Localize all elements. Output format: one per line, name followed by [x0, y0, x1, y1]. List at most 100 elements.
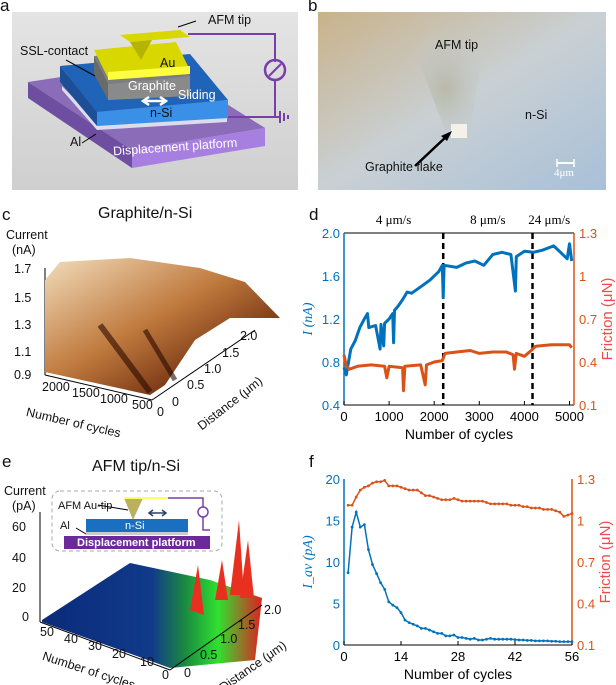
friction-point	[452, 496, 456, 500]
e-xtick: 20	[112, 647, 126, 661]
friction-point	[472, 499, 476, 503]
friction-point	[489, 502, 492, 506]
c-ytick: 1.5	[222, 346, 240, 360]
c-xtick: 1500	[72, 386, 100, 400]
current-point	[375, 572, 378, 576]
current-point	[497, 637, 501, 641]
c-ytick: 1.0	[204, 362, 222, 376]
friction-point	[538, 506, 541, 510]
current-point	[538, 639, 541, 643]
friction-point	[358, 488, 362, 492]
x-tick-label: 1000	[375, 409, 404, 424]
current-point	[521, 638, 525, 642]
current-point	[517, 638, 521, 642]
c-ytick: 2.0	[240, 329, 258, 343]
x-tick-label: 4000	[510, 409, 539, 424]
current-point	[395, 606, 399, 610]
friction-point	[476, 499, 480, 503]
panel-c-title: Graphite/n-Si	[98, 205, 193, 222]
b-label-afm-tip: AFM tip	[435, 38, 479, 52]
e-xtick: 40	[64, 632, 78, 646]
friction-point	[354, 495, 358, 499]
current-point	[468, 637, 472, 641]
current-point	[407, 621, 411, 624]
friction-point	[387, 484, 391, 488]
friction-point	[558, 510, 562, 514]
friction-point	[399, 485, 403, 489]
friction-series	[342, 343, 573, 393]
e-ytick: 2.0	[264, 603, 282, 617]
label-au: Au	[160, 56, 176, 70]
c-ztick: 1.7	[14, 262, 32, 276]
speed-region-label: 24 μm/s	[528, 212, 570, 227]
friction-point	[468, 499, 472, 503]
current-point	[428, 628, 431, 632]
x-tick-label: 56	[565, 649, 579, 664]
current-point	[362, 523, 366, 527]
right-y-tick-label: 0.7	[579, 312, 597, 327]
current-point	[501, 637, 505, 641]
current-point	[562, 640, 566, 644]
e-xtick: 50	[40, 625, 54, 639]
current-point	[367, 548, 370, 551]
e-ytick: 0.5	[200, 648, 218, 662]
current-point	[448, 634, 452, 638]
friction-point	[375, 480, 378, 484]
right-y-tick-label: 1	[577, 514, 584, 529]
c-ytick: 0.5	[187, 378, 205, 392]
x-tick-label: 0	[340, 649, 347, 664]
friction-point	[481, 499, 484, 503]
friction-point	[546, 508, 549, 511]
left-y-tick-label: 15	[326, 514, 340, 529]
friction-point	[407, 488, 411, 492]
right-y-axis-label: Friction (μN)	[599, 278, 616, 361]
right-y-tick-label: 0.7	[577, 555, 595, 570]
e-ytick: 0	[184, 666, 191, 680]
current-point	[485, 637, 488, 641]
panel-f-label: f	[309, 452, 314, 471]
e-ztick: 40	[12, 551, 26, 565]
friction-point	[505, 502, 509, 506]
current-point	[489, 636, 492, 640]
friction-point	[448, 498, 452, 502]
friction-point	[464, 499, 468, 503]
current-point	[387, 600, 391, 604]
friction-point	[415, 488, 419, 492]
left-y-axis-label: I (nA)	[301, 302, 316, 336]
e-xtick: 30	[88, 639, 102, 653]
e-ytick: 1.0	[220, 632, 238, 646]
current-point	[546, 639, 549, 643]
current-point	[444, 634, 448, 638]
current-point	[554, 639, 558, 643]
friction-point	[403, 487, 407, 491]
right-y-tick-label: 0.1	[577, 638, 595, 653]
current-point	[350, 525, 354, 529]
friction-point	[562, 514, 566, 518]
current-point	[346, 571, 350, 575]
label-al: Al	[70, 135, 82, 149]
e-ytick: 1.5	[238, 618, 256, 632]
friction-point	[493, 502, 497, 506]
c-xtick: 500	[132, 398, 153, 412]
x-tick-label: 14	[394, 649, 408, 664]
friction-point	[362, 485, 366, 489]
current-series	[342, 242, 574, 377]
current-point	[570, 640, 574, 644]
x-axis-label: Number of cycles	[405, 426, 513, 442]
friction-point	[513, 503, 517, 507]
right-y-tick-label: 0.1	[579, 398, 597, 413]
panel-e-label: e	[2, 452, 12, 471]
b-label-nsi: n-Si	[525, 108, 548, 122]
x-tick-label: 2000	[420, 409, 449, 424]
current-point	[456, 636, 460, 639]
friction-point	[436, 496, 440, 500]
friction-point	[371, 481, 374, 485]
right-y-tick-label: 1.3	[579, 226, 597, 241]
current-point	[419, 627, 423, 630]
current-point	[415, 624, 419, 628]
friction-point	[460, 499, 464, 503]
current-point	[379, 581, 383, 585]
current-point	[411, 622, 415, 626]
